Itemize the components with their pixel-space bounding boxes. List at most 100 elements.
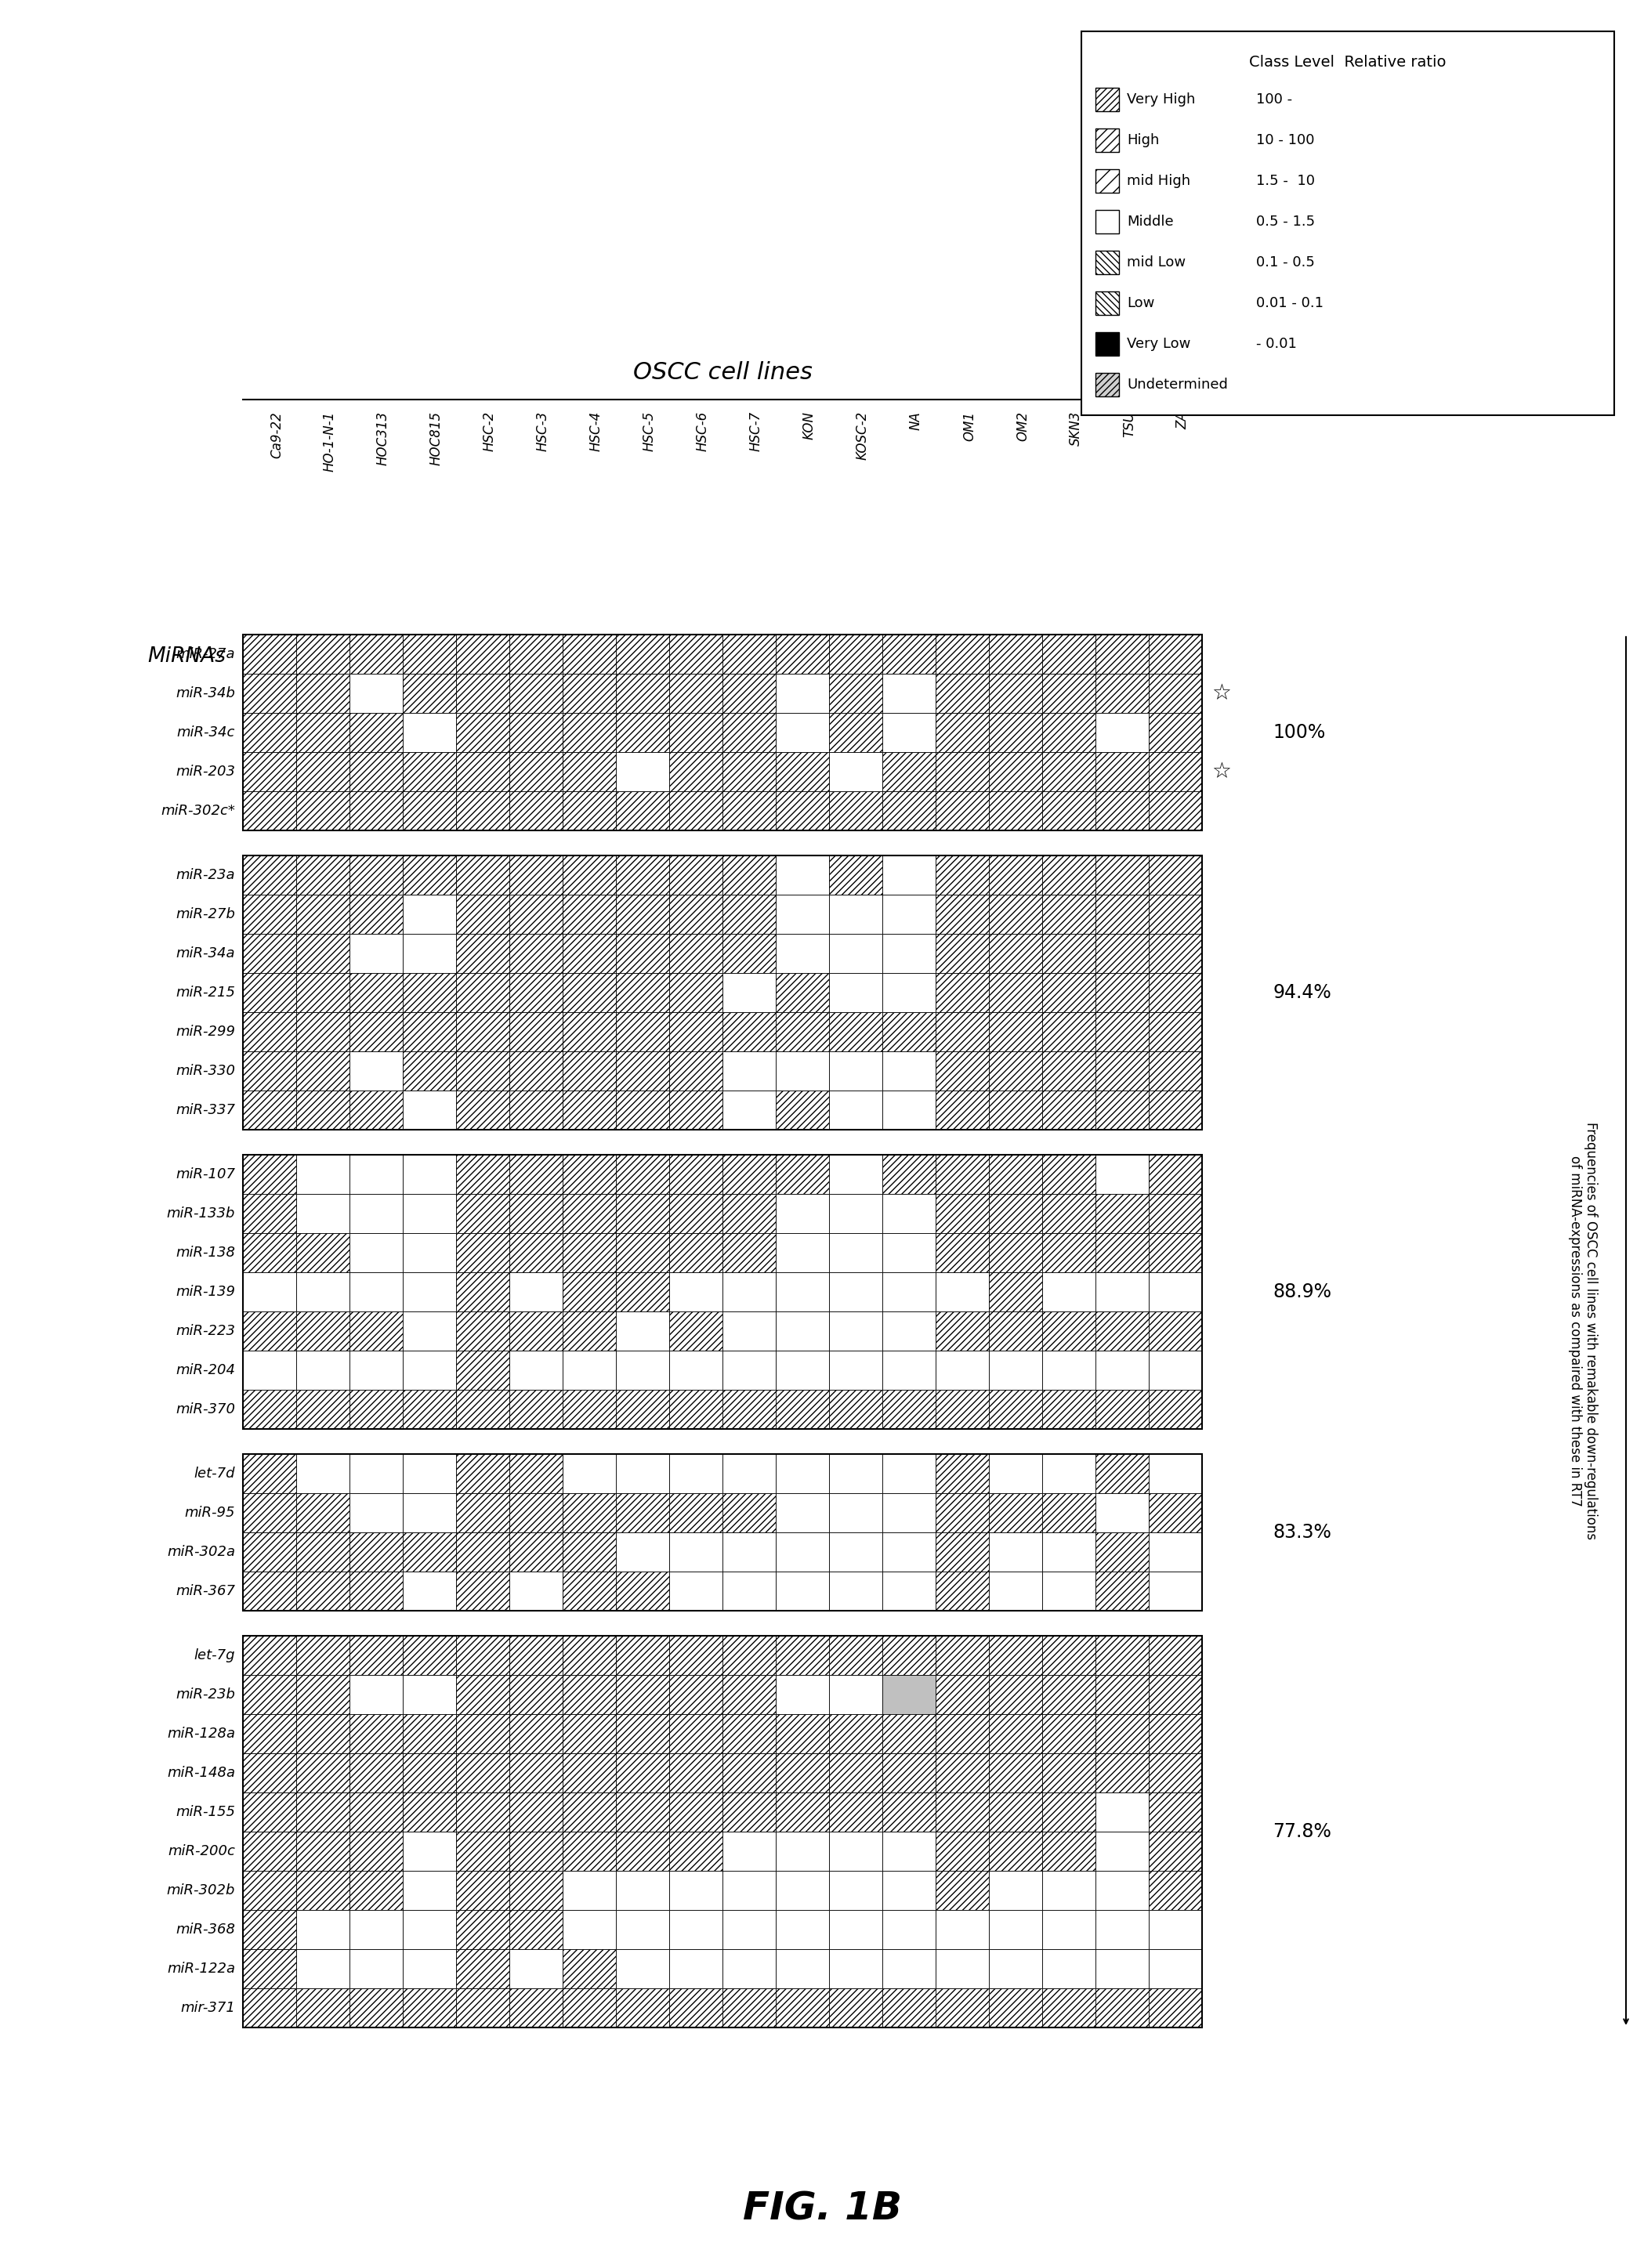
Bar [935, 855, 990, 894]
Bar [403, 1492, 455, 1533]
Bar [1149, 894, 1202, 934]
Bar [350, 1193, 403, 1234]
Bar [669, 1676, 722, 1715]
Text: 88.9%: 88.9% [1272, 1281, 1332, 1302]
Bar [990, 1193, 1042, 1234]
Bar [562, 1154, 616, 1193]
Bar [1149, 1871, 1202, 1910]
Bar [1042, 934, 1095, 973]
Bar [990, 1454, 1042, 1492]
Bar [350, 894, 403, 934]
Bar [296, 1091, 350, 1129]
Bar [935, 1989, 990, 2028]
Bar [669, 855, 722, 894]
Bar [990, 1154, 1042, 1193]
Bar [562, 1091, 616, 1129]
Bar [776, 1871, 829, 1910]
Bar [455, 1871, 510, 1910]
Bar [1149, 1154, 1202, 1193]
Bar [455, 1635, 510, 1676]
Bar [243, 1193, 296, 1234]
Bar [1042, 1154, 1095, 1193]
Bar [990, 1091, 1042, 1129]
Bar [776, 934, 829, 973]
Bar [562, 1989, 616, 2028]
Text: HSC-6: HSC-6 [695, 411, 710, 451]
Bar [776, 753, 829, 792]
Text: Frequencies of OSCC cell lines with remakable down-regulations
of miRNA-expressi: Frequencies of OSCC cell lines with rema… [1568, 1123, 1598, 1540]
Bar [1042, 973, 1095, 1012]
Bar [829, 1390, 883, 1429]
Bar [616, 1234, 669, 1272]
Bar [616, 674, 669, 712]
Bar [1095, 674, 1149, 712]
Bar [510, 1012, 562, 1052]
Bar [403, 1910, 455, 1948]
Bar [829, 1833, 883, 1871]
Bar [296, 753, 350, 792]
Bar [1042, 1715, 1095, 1753]
Bar [883, 1154, 935, 1193]
Text: Low: Low [1126, 297, 1154, 311]
Bar [296, 1635, 350, 1676]
Bar [562, 712, 616, 753]
Bar [935, 753, 990, 792]
Bar [455, 1492, 510, 1533]
Bar [403, 792, 455, 830]
Bar [1095, 252, 1120, 274]
Bar [935, 1910, 990, 1948]
Bar [935, 1454, 990, 1492]
Bar [1095, 635, 1149, 674]
Bar [990, 1635, 1042, 1676]
Bar [669, 973, 722, 1012]
Text: let-7d: let-7d [194, 1467, 235, 1481]
Bar [1042, 712, 1095, 753]
Bar [403, 1234, 455, 1272]
Text: ☆: ☆ [1212, 760, 1231, 782]
Bar [616, 1454, 669, 1492]
Bar [616, 934, 669, 973]
Bar [510, 1910, 562, 1948]
Bar [935, 1871, 990, 1910]
Text: 10 - 100: 10 - 100 [1256, 134, 1315, 147]
Bar [616, 1833, 669, 1871]
Bar [935, 1948, 990, 1989]
Bar [350, 1052, 403, 1091]
Bar [1042, 1910, 1095, 1948]
Bar [722, 1910, 776, 1948]
Bar [455, 934, 510, 973]
Bar [510, 1390, 562, 1429]
Bar [829, 973, 883, 1012]
Bar [455, 1753, 510, 1792]
Bar [1042, 1871, 1095, 1910]
Bar [616, 1635, 669, 1676]
Bar [562, 1193, 616, 1234]
Bar [883, 1635, 935, 1676]
Bar [722, 1193, 776, 1234]
Bar [510, 1792, 562, 1833]
Text: miR-133b: miR-133b [166, 1207, 235, 1220]
Text: High: High [1126, 134, 1159, 147]
Text: miR-148a: miR-148a [168, 1767, 235, 1780]
Bar [1095, 1676, 1149, 1715]
Bar [510, 635, 562, 674]
Bar [243, 1311, 296, 1352]
Bar [1149, 1910, 1202, 1948]
Bar [243, 1989, 296, 2028]
Bar [562, 1492, 616, 1533]
Bar [350, 1492, 403, 1533]
Bar [669, 1272, 722, 1311]
Bar [296, 1352, 350, 1390]
Bar [296, 792, 350, 830]
Bar [722, 674, 776, 712]
Bar [722, 1533, 776, 1572]
Text: miR-128a: miR-128a [168, 1726, 235, 1742]
Bar [455, 1910, 510, 1948]
Bar [403, 1715, 455, 1753]
Bar [616, 973, 669, 1012]
Bar [1095, 1792, 1149, 1833]
Text: miR-204: miR-204 [176, 1363, 235, 1377]
Bar [776, 1311, 829, 1352]
Bar [1149, 1272, 1202, 1311]
Bar [1042, 635, 1095, 674]
